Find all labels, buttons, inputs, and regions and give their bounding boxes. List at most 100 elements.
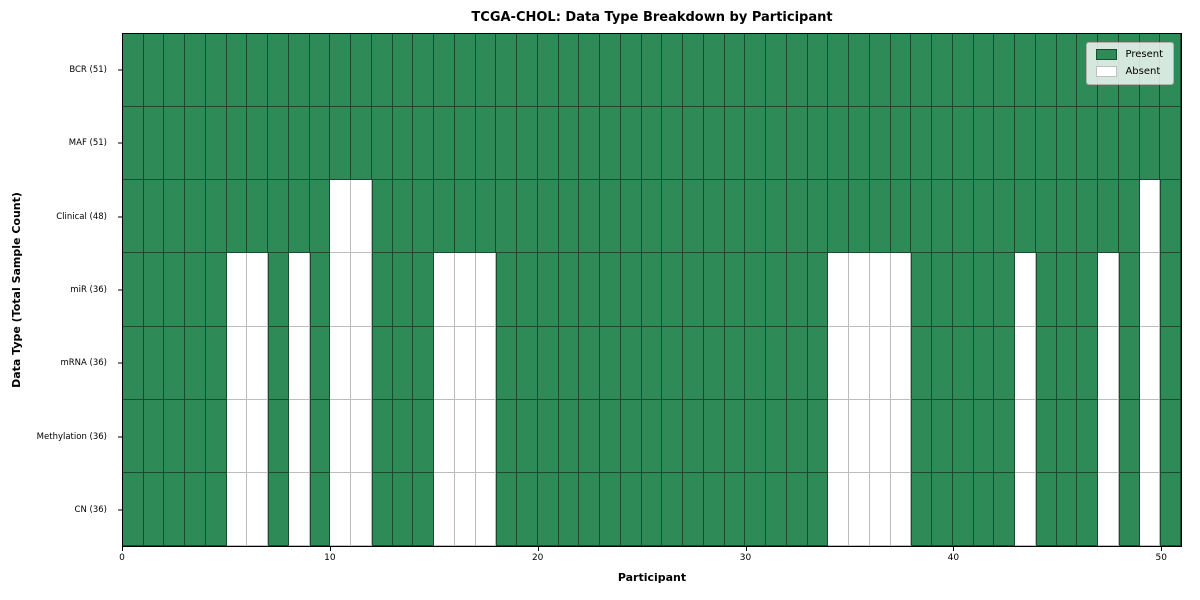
heatmap-cell xyxy=(703,34,725,108)
heatmap-cell xyxy=(226,472,248,546)
heatmap-cell xyxy=(932,399,953,473)
heatmap-cell xyxy=(828,472,850,546)
heatmap-cell xyxy=(849,107,870,181)
heatmap-cell xyxy=(558,399,580,473)
heatmap-cell xyxy=(932,107,953,181)
heatmap-cell xyxy=(683,180,704,254)
heatmap-cell xyxy=(911,326,933,400)
heatmap-cell xyxy=(351,107,372,181)
heatmap-cell xyxy=(434,107,455,181)
heatmap-cell xyxy=(226,253,248,327)
heatmap-cell xyxy=(517,180,538,254)
heatmap-cell xyxy=(454,326,476,400)
heatmap-cell xyxy=(558,180,580,254)
heatmap-cell xyxy=(558,107,580,181)
heatmap-cell xyxy=(247,180,269,254)
heatmap-cell xyxy=(1077,107,1099,181)
heatmap-cell xyxy=(288,107,310,181)
heatmap-cell xyxy=(1160,253,1181,327)
heatmap-cell xyxy=(434,34,455,108)
heatmap-cell xyxy=(766,107,787,181)
heatmap-cell xyxy=(849,399,870,473)
heatmap-cell xyxy=(600,253,621,327)
heatmap-cell xyxy=(1139,326,1161,400)
heatmap-cell xyxy=(164,180,186,254)
heatmap-cell xyxy=(745,107,767,181)
heatmap-cell xyxy=(890,326,912,400)
heatmap-cell xyxy=(517,253,538,327)
heatmap-cell xyxy=(911,107,933,181)
heatmap-cell xyxy=(1015,34,1036,108)
heatmap-cell xyxy=(724,180,746,254)
heatmap-cell xyxy=(454,399,476,473)
y-axis-tick-label: Clinical (48) xyxy=(56,211,107,222)
heatmap-cell xyxy=(537,399,559,473)
x-axis-tick-label: 20 xyxy=(531,553,544,563)
heatmap-cell xyxy=(288,326,310,400)
heatmap-cell xyxy=(1035,326,1057,400)
heatmap-cell xyxy=(247,34,269,108)
heatmap-cell xyxy=(1056,180,1078,254)
heatmap-cell xyxy=(268,399,289,473)
heatmap-cell xyxy=(683,399,704,473)
heatmap-cell xyxy=(517,107,538,181)
heatmap-cell xyxy=(828,107,850,181)
heatmap-cell xyxy=(745,34,767,108)
y-axis-tick-mark xyxy=(118,509,122,511)
heatmap-cell xyxy=(994,34,1016,108)
heatmap-cell xyxy=(1160,326,1181,400)
heatmap-cell xyxy=(786,180,808,254)
heatmap-cell xyxy=(766,34,787,108)
heatmap-cell xyxy=(579,253,601,327)
heatmap-cell xyxy=(807,34,829,108)
heatmap-cell xyxy=(620,253,642,327)
y-axis-tick-label: MAF (51) xyxy=(68,138,107,149)
heatmap-cell xyxy=(973,326,995,400)
heatmap-cell xyxy=(371,472,393,546)
heatmap-cell xyxy=(745,399,767,473)
heatmap-cell xyxy=(973,472,995,546)
heatmap-cell xyxy=(994,107,1016,181)
heatmap-cell xyxy=(932,34,953,108)
heatmap-cell xyxy=(952,399,974,473)
heatmap-cell xyxy=(890,253,912,327)
heatmap-cell xyxy=(703,253,725,327)
x-axis-title: Participant xyxy=(617,571,687,584)
heatmap-cell xyxy=(309,180,331,254)
heatmap-cell xyxy=(911,253,933,327)
heatmap-cell xyxy=(517,399,538,473)
heatmap-cell xyxy=(973,253,995,327)
heatmap-cell xyxy=(164,326,186,400)
heatmap-cell xyxy=(185,472,206,546)
heatmap-cell xyxy=(268,107,289,181)
heatmap-cell xyxy=(786,326,808,400)
heatmap-cell xyxy=(517,34,538,108)
heatmap-cell xyxy=(496,399,518,473)
heatmap-cell xyxy=(185,34,206,108)
y-axis-tick-mark xyxy=(118,436,122,438)
heatmap-cell xyxy=(371,180,393,254)
y-axis-tick-mark xyxy=(118,69,122,71)
heatmap-cell xyxy=(413,34,435,108)
heatmap-cell xyxy=(579,180,601,254)
heatmap-cell xyxy=(869,34,891,108)
heatmap-cell xyxy=(537,326,559,400)
heatmap-cell xyxy=(434,253,455,327)
heatmap-cell xyxy=(620,472,642,546)
heatmap-cell xyxy=(766,326,787,400)
heatmap-cell xyxy=(330,326,352,400)
heatmap-cell xyxy=(351,326,372,400)
heatmap-cell xyxy=(724,326,746,400)
heatmap-cell xyxy=(1098,399,1119,473)
heatmap-cell xyxy=(288,399,310,473)
heatmap-cell xyxy=(1015,326,1036,400)
heatmap-cell xyxy=(1098,326,1119,400)
heatmap-cell xyxy=(932,472,953,546)
y-axis-tick-marks xyxy=(118,33,122,547)
heatmap-cell xyxy=(828,399,850,473)
heatmap-cell xyxy=(807,253,829,327)
heatmap-cell xyxy=(164,472,186,546)
heatmap-cell xyxy=(1056,107,1078,181)
heatmap-cell xyxy=(434,326,455,400)
heatmap-cell xyxy=(143,253,165,327)
